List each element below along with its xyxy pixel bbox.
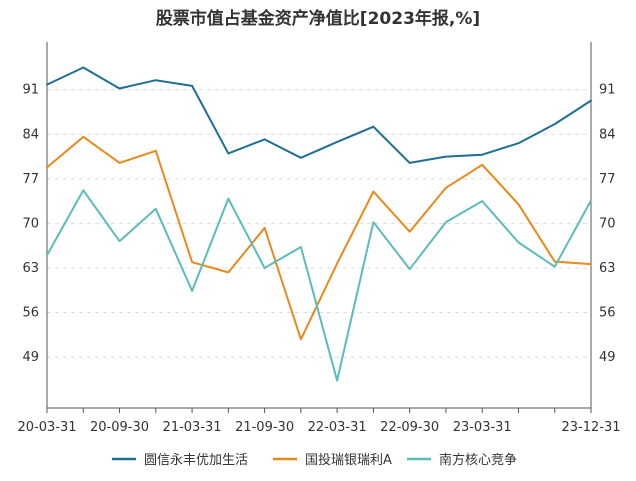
series-lines xyxy=(46,66,592,382)
y-tick-label-left: 84 xyxy=(22,127,39,142)
y-tick-label-right: 56 xyxy=(599,306,616,321)
y-tick-label-left: 70 xyxy=(22,216,39,231)
x-tick-label: 22-03-31 xyxy=(308,420,367,435)
y-tick-label-left: 91 xyxy=(22,83,39,98)
x-tick-label: 21-09-30 xyxy=(235,420,294,435)
y-tick-label-right: 63 xyxy=(599,261,616,276)
x-tick-label: 23-03-31 xyxy=(453,420,512,435)
axes: 49 49 56 56 63 63 70 70 77 77 84 84 91 91 20-03-31 20-0… xyxy=(17,42,621,435)
series-line-1 xyxy=(46,66,592,164)
y-tick-label-right: 49 xyxy=(599,350,616,365)
y-tick-label-left: 77 xyxy=(22,172,39,187)
x-tick-label: 20-03-31 xyxy=(17,420,76,435)
x-tick-label: 22-09-30 xyxy=(380,420,439,435)
y-tick-label-right: 70 xyxy=(599,216,616,231)
series-line-2 xyxy=(46,135,592,341)
x-tick-label: 20-09-30 xyxy=(90,420,149,435)
legend-label-2: 国投瑞银瑞利A xyxy=(305,452,392,468)
y-tick-label-left: 63 xyxy=(22,261,39,276)
legend-label-3: 南方核心竞争 xyxy=(439,452,517,468)
x-tick-label: 23-12-31 xyxy=(561,420,620,435)
x-tick-label: 21-03-31 xyxy=(163,420,222,435)
legend: 圆信永丰优加生活 国投瑞银瑞利A 南方核心竞争 xyxy=(112,452,517,468)
y-tick-label-left: 49 xyxy=(22,350,39,365)
legend-label-1: 圆信永丰优加生活 xyxy=(144,453,248,468)
y-tick-label-right: 84 xyxy=(599,127,616,142)
y-tick-label-right: 91 xyxy=(599,83,616,98)
chart-title: 股票市值占基金资产净值比[2023年报,%] xyxy=(156,8,480,29)
y-tick-label-left: 56 xyxy=(22,306,39,321)
y-tick-label-right: 77 xyxy=(599,172,616,187)
series-line-3 xyxy=(46,189,592,382)
